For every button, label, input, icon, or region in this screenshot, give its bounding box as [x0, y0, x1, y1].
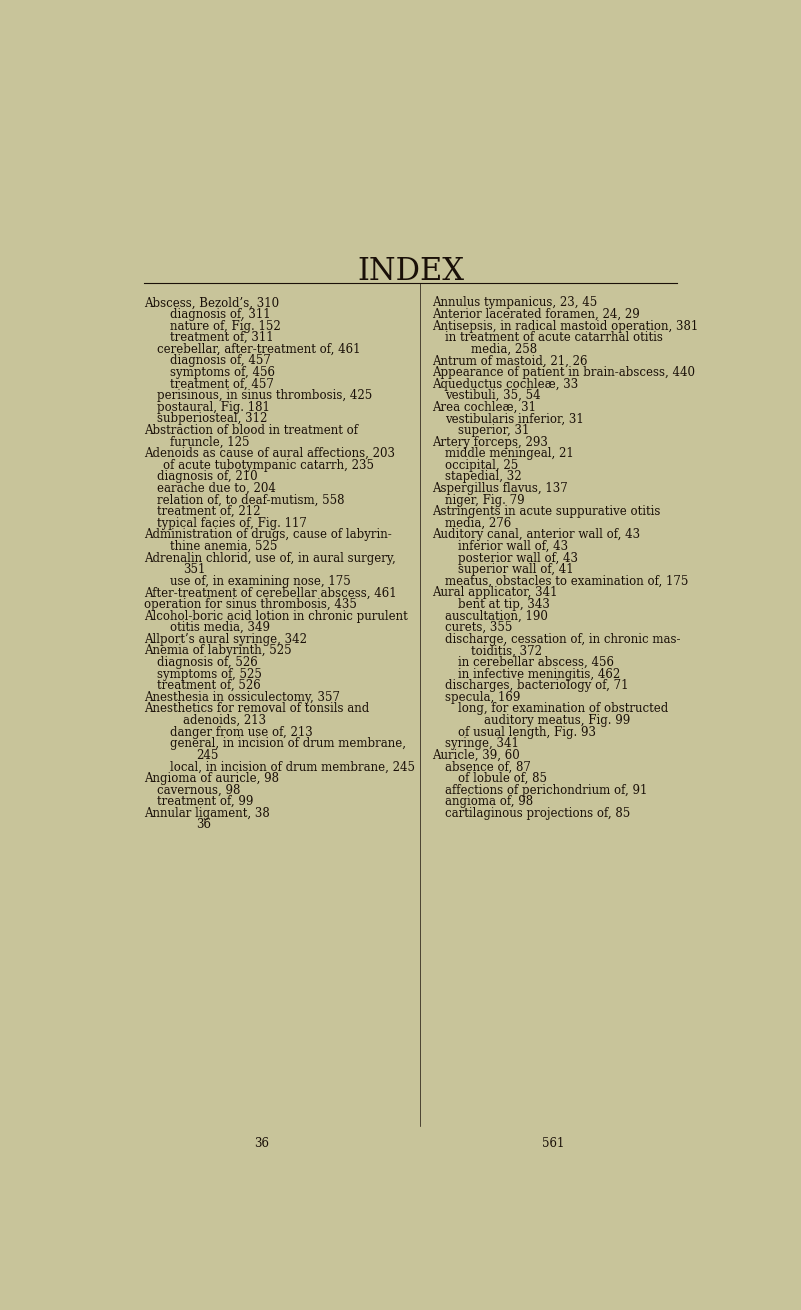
Text: perisinous, in sinus thrombosis, 425: perisinous, in sinus thrombosis, 425	[157, 389, 372, 402]
Text: Antisepsis, in radical mastoid operation, 381: Antisepsis, in radical mastoid operation…	[433, 320, 698, 333]
Text: diagnosis of, 457: diagnosis of, 457	[170, 355, 271, 367]
Text: inferior wall of, 43: inferior wall of, 43	[458, 540, 569, 553]
Text: auscultation, 190: auscultation, 190	[445, 609, 548, 622]
Text: Appearance of patient in brain-abscess, 440: Appearance of patient in brain-abscess, …	[433, 365, 695, 379]
Text: operation for sinus thrombosis, 435: operation for sinus thrombosis, 435	[143, 597, 356, 610]
Text: treatment of, 212: treatment of, 212	[157, 506, 260, 519]
Text: toiditis, 372: toiditis, 372	[471, 645, 542, 658]
Text: adenoids, 213: adenoids, 213	[183, 714, 266, 727]
Text: vestibularis inferior, 31: vestibularis inferior, 31	[445, 413, 584, 426]
Text: cavernous, 98: cavernous, 98	[157, 783, 240, 796]
Text: Administration of drugs, cause of labyrin-: Administration of drugs, cause of labyri…	[143, 528, 392, 541]
Text: Anesthesia in ossiculectomy, 357: Anesthesia in ossiculectomy, 357	[143, 690, 340, 703]
Text: media, 258: media, 258	[471, 343, 537, 356]
Text: 36: 36	[254, 1137, 269, 1150]
Text: middle meningeal, 21: middle meningeal, 21	[445, 447, 574, 460]
Text: bent at tip, 343: bent at tip, 343	[458, 597, 550, 610]
Text: 36: 36	[195, 819, 211, 832]
Text: relation of, to deaf-mutism, 558: relation of, to deaf-mutism, 558	[157, 494, 344, 507]
Text: treatment of, 311: treatment of, 311	[170, 331, 273, 345]
Text: INDEX: INDEX	[357, 255, 464, 287]
Text: After-treatment of cerebellar abscess, 461: After-treatment of cerebellar abscess, 4…	[143, 587, 396, 600]
Text: Auricle, 39, 60: Auricle, 39, 60	[433, 749, 520, 762]
Text: Antrum of mastoid, 21, 26: Antrum of mastoid, 21, 26	[433, 355, 588, 367]
Text: superior, 31: superior, 31	[458, 424, 529, 438]
Text: 245: 245	[195, 749, 218, 762]
Text: occipital, 25: occipital, 25	[445, 458, 518, 472]
Text: subperiosteal, 312: subperiosteal, 312	[157, 413, 267, 426]
Text: absence of, 87: absence of, 87	[445, 760, 531, 773]
Text: Anterior lacerated foramen, 24, 29: Anterior lacerated foramen, 24, 29	[433, 308, 640, 321]
Text: Annular ligament, 38: Annular ligament, 38	[143, 807, 269, 820]
Text: use of, in examining nose, 175: use of, in examining nose, 175	[170, 575, 350, 588]
Text: of acute tubotympanic catarrh, 235: of acute tubotympanic catarrh, 235	[163, 458, 374, 472]
Text: discharge, cessation of, in chronic mas-: discharge, cessation of, in chronic mas-	[445, 633, 681, 646]
Text: treatment of, 99: treatment of, 99	[157, 795, 253, 808]
Text: in treatment of acute catarrhal otitis: in treatment of acute catarrhal otitis	[445, 331, 663, 345]
Text: stapedial, 32: stapedial, 32	[445, 470, 522, 483]
Text: Aural applicator, 341: Aural applicator, 341	[433, 587, 557, 600]
Text: local, in incision of drum membrane, 245: local, in incision of drum membrane, 245	[170, 760, 415, 773]
Text: earache due to, 204: earache due to, 204	[157, 482, 276, 495]
Text: affections of perichondrium of, 91: affections of perichondrium of, 91	[445, 783, 648, 796]
Text: Astringents in acute suppurative otitis: Astringents in acute suppurative otitis	[433, 506, 661, 519]
Text: vestibuli, 35, 54: vestibuli, 35, 54	[445, 389, 541, 402]
Text: treatment of, 457: treatment of, 457	[170, 377, 273, 390]
Text: superior wall of, 41: superior wall of, 41	[458, 563, 574, 576]
Text: general, in incision of drum membrane,: general, in incision of drum membrane,	[170, 738, 405, 751]
Text: symptoms of, 525: symptoms of, 525	[157, 668, 261, 681]
Text: thine anemia, 525: thine anemia, 525	[170, 540, 277, 553]
Text: postaural, Fig. 181: postaural, Fig. 181	[157, 401, 269, 414]
Text: Aspergillus flavus, 137: Aspergillus flavus, 137	[433, 482, 568, 495]
Text: Abscess, Bezold’s, 310: Abscess, Bezold’s, 310	[143, 296, 279, 309]
Text: syringe, 341: syringe, 341	[445, 738, 519, 751]
Text: 351: 351	[183, 563, 205, 576]
Text: Allport’s aural syringe, 342: Allport’s aural syringe, 342	[143, 633, 307, 646]
Text: cerebellar, after-treatment of, 461: cerebellar, after-treatment of, 461	[157, 343, 360, 356]
Text: symptoms of, 456: symptoms of, 456	[170, 365, 275, 379]
Text: in cerebellar abscess, 456: in cerebellar abscess, 456	[458, 656, 614, 669]
Text: of usual length, Fig. 93: of usual length, Fig. 93	[458, 726, 596, 739]
Text: furuncle, 125: furuncle, 125	[170, 436, 249, 448]
Text: Auditory canal, anterior wall of, 43: Auditory canal, anterior wall of, 43	[433, 528, 640, 541]
Text: typical facies of, Fig. 117: typical facies of, Fig. 117	[157, 517, 307, 529]
Text: Area cochleæ, 31: Area cochleæ, 31	[433, 401, 536, 414]
Text: long, for examination of obstructed: long, for examination of obstructed	[458, 702, 669, 715]
Text: media, 276: media, 276	[445, 517, 512, 529]
Text: Aqueductus cochleæ, 33: Aqueductus cochleæ, 33	[433, 377, 578, 390]
Text: of lobule of, 85: of lobule of, 85	[458, 772, 547, 785]
Text: discharges, bacteriology of, 71: discharges, bacteriology of, 71	[445, 679, 629, 692]
Text: meatus, obstacles to examination of, 175: meatus, obstacles to examination of, 175	[445, 575, 689, 588]
Text: Anesthetics for removal of tonsils and: Anesthetics for removal of tonsils and	[143, 702, 368, 715]
Text: angioma of, 98: angioma of, 98	[445, 795, 533, 808]
Text: Artery forceps, 293: Artery forceps, 293	[433, 436, 548, 448]
Text: danger from use of, 213: danger from use of, 213	[170, 726, 312, 739]
Text: treatment of, 526: treatment of, 526	[157, 679, 260, 692]
Text: posterior wall of, 43: posterior wall of, 43	[458, 552, 578, 565]
Text: specula, 169: specula, 169	[445, 690, 521, 703]
Text: Adrenalin chlorid, use of, in aural surgery,: Adrenalin chlorid, use of, in aural surg…	[143, 552, 396, 565]
Text: 561: 561	[542, 1137, 565, 1150]
Text: diagnosis of, 210: diagnosis of, 210	[157, 470, 257, 483]
Text: Anemia of labyrinth, 525: Anemia of labyrinth, 525	[143, 645, 292, 658]
Text: cartilaginous projections of, 85: cartilaginous projections of, 85	[445, 807, 630, 820]
Text: curets, 355: curets, 355	[445, 621, 513, 634]
Text: in infective meningitis, 462: in infective meningitis, 462	[458, 668, 621, 681]
Text: niger, Fig. 79: niger, Fig. 79	[445, 494, 525, 507]
Text: diagnosis of, 526: diagnosis of, 526	[157, 656, 257, 669]
Text: Annulus tympanicus, 23, 45: Annulus tympanicus, 23, 45	[433, 296, 598, 309]
Text: nature of, Fig. 152: nature of, Fig. 152	[170, 320, 280, 333]
Text: diagnosis of, 311: diagnosis of, 311	[170, 308, 270, 321]
Text: Alcohol-boric acid lotion in chronic purulent: Alcohol-boric acid lotion in chronic pur…	[143, 609, 408, 622]
Text: Adenoids as cause of aural affections, 203: Adenoids as cause of aural affections, 2…	[143, 447, 395, 460]
Text: Abstraction of blood in treatment of: Abstraction of blood in treatment of	[143, 424, 357, 438]
Text: otitis media, 349: otitis media, 349	[170, 621, 270, 634]
Text: Angioma of auricle, 98: Angioma of auricle, 98	[143, 772, 279, 785]
Text: auditory meatus, Fig. 99: auditory meatus, Fig. 99	[485, 714, 630, 727]
